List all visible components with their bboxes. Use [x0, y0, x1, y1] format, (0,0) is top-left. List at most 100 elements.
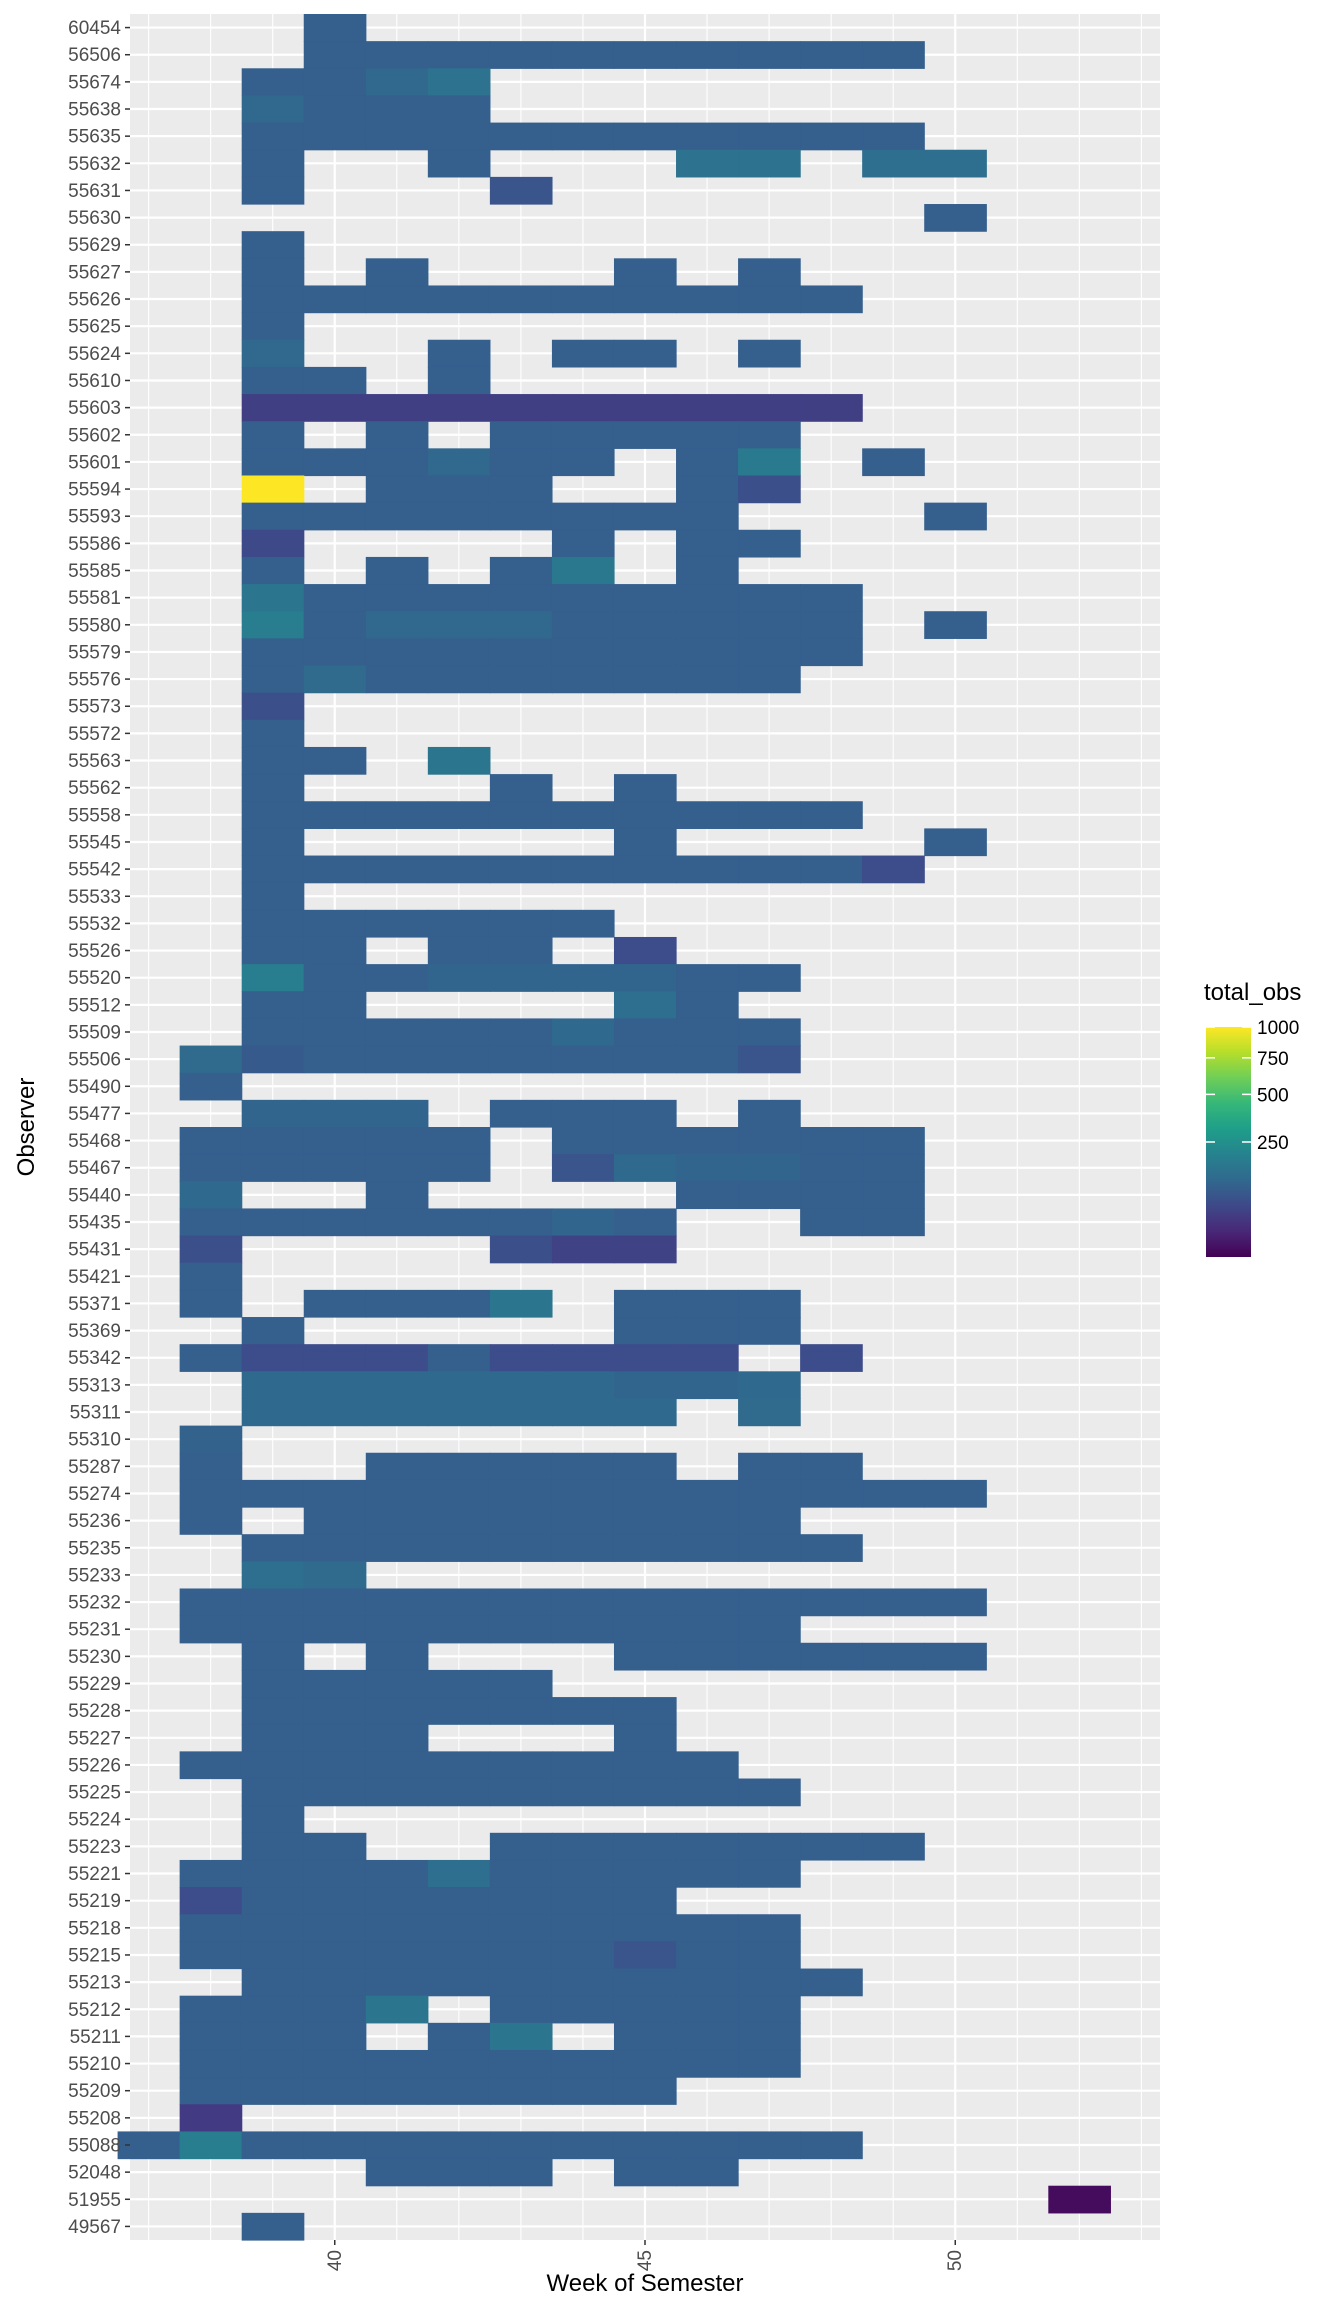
heatmap-cell [303, 1479, 367, 1508]
heatmap-cell [613, 2022, 677, 2051]
heatmap-cell [427, 41, 491, 69]
heatmap-cell [303, 1045, 367, 1074]
heatmap-cell [489, 1778, 553, 1807]
y-tick-label: 55573 [68, 697, 121, 718]
heatmap-cell [241, 1561, 305, 1590]
y-tick-label: 55594 [68, 480, 121, 501]
y-tick-label: 55468 [68, 1131, 121, 1152]
y-tick-label: 55624 [68, 344, 121, 365]
heatmap-cell [427, 2049, 491, 2078]
heatmap-cell [241, 801, 305, 829]
heatmap-cell [427, 1751, 491, 1780]
legend-tick-label: 250 [1257, 1133, 1289, 1154]
heatmap-cell [551, 1099, 615, 1128]
heatmap-cell [241, 746, 305, 775]
heatmap-cell [303, 95, 367, 124]
heatmap-cell [365, 68, 429, 97]
heatmap-cell [489, 936, 553, 965]
heatmap-cell [800, 2131, 863, 2160]
heatmap-cell [551, 1588, 615, 1617]
heatmap-cell [365, 584, 429, 612]
heatmap-cell [489, 1344, 553, 1372]
y-tick-label: 51955 [68, 2190, 121, 2211]
heatmap-cell [1048, 2185, 1111, 2214]
heatmap-cell [365, 1887, 429, 1915]
heatmap-cell [179, 2104, 243, 2133]
heatmap-cell [738, 665, 801, 694]
heatmap-cell [489, 1235, 553, 1264]
heatmap-cell [427, 638, 491, 667]
heatmap-cell [241, 936, 305, 965]
x-tick-label: 50 [945, 2250, 966, 2271]
heatmap-cell [489, 421, 553, 449]
heatmap-cell [613, 421, 677, 449]
heatmap-cell [676, 475, 739, 504]
heatmap-cell [427, 665, 491, 694]
heatmap-cell [676, 1317, 739, 1345]
heatmap-cell [551, 1154, 615, 1182]
heatmap-cell [613, 1697, 677, 1725]
heatmap-cell [862, 1832, 925, 1861]
heatmap-cell [179, 1181, 243, 1210]
heatmap-cell [738, 1371, 801, 1400]
heatmap-cell [303, 1995, 367, 2024]
heatmap-cell [179, 2077, 243, 2105]
heatmap-cell [365, 801, 429, 829]
heatmap-cell [551, 611, 615, 639]
heatmap-cell [551, 1914, 615, 1942]
heatmap-cell [365, 1398, 429, 1427]
heatmap-cell [303, 1018, 367, 1047]
heatmap-cell [427, 68, 491, 97]
y-tick-label: 55562 [68, 778, 121, 799]
heatmap-cell [303, 285, 367, 314]
heatmap-cell [551, 1235, 615, 1264]
heatmap-cell [241, 611, 305, 639]
heatmap-cell [427, 2022, 491, 2051]
y-tick-label: 55632 [68, 154, 121, 175]
y-tick-label: 55231 [68, 1620, 121, 1641]
heatmap-cell [241, 1615, 305, 1644]
heatmap-cell [427, 584, 491, 612]
y-tick-label: 55208 [68, 2108, 121, 2129]
heatmap-cell [676, 964, 739, 992]
heatmap-cell [613, 394, 677, 422]
heatmap-cell [613, 1887, 677, 1915]
y-tick-label: 55218 [68, 1918, 121, 1939]
heatmap-cell [613, 1724, 677, 1752]
heatmap-cell [179, 1995, 243, 2024]
heatmap-cell [551, 1995, 615, 2024]
heatmap-cell [862, 1208, 925, 1237]
heatmap-cell [738, 1534, 801, 1562]
heatmap-cell [551, 1832, 615, 1861]
heatmap-cell [489, 1398, 553, 1427]
heatmap-cell [738, 2049, 801, 2078]
heatmap-cell [676, 1534, 739, 1562]
heatmap-cell [613, 665, 677, 694]
heatmap-cell [303, 2049, 367, 2078]
heatmap-cell [179, 1289, 243, 1318]
heatmap-cell [427, 1452, 491, 1481]
heatmap-cell [676, 1479, 739, 1508]
heatmap-cell [241, 882, 305, 911]
heatmap-cell [613, 828, 677, 857]
y-tick-label: 55635 [68, 127, 121, 148]
heatmap-cell [738, 421, 801, 449]
heatmap-cell [924, 611, 987, 639]
heatmap-cell [738, 1914, 801, 1942]
heatmap-cell [427, 448, 491, 477]
heatmap-cell [800, 394, 863, 422]
heatmap-cell [489, 665, 553, 694]
heatmap-cell [489, 909, 553, 938]
heatmap-cell [303, 1887, 367, 1915]
heatmap-cell [303, 801, 367, 829]
heatmap-cell [613, 964, 677, 992]
heatmap-cell [676, 1859, 739, 1888]
heatmap-cell [613, 339, 677, 368]
y-tick-label: 55088 [68, 2135, 121, 2156]
heatmap-cell [241, 2077, 305, 2105]
y-tick-label: 55215 [68, 1945, 121, 1966]
heatmap-cell [613, 2158, 677, 2187]
heatmap-cell [613, 855, 677, 884]
heatmap-cell [613, 2131, 677, 2160]
heatmap-cell [924, 502, 987, 531]
